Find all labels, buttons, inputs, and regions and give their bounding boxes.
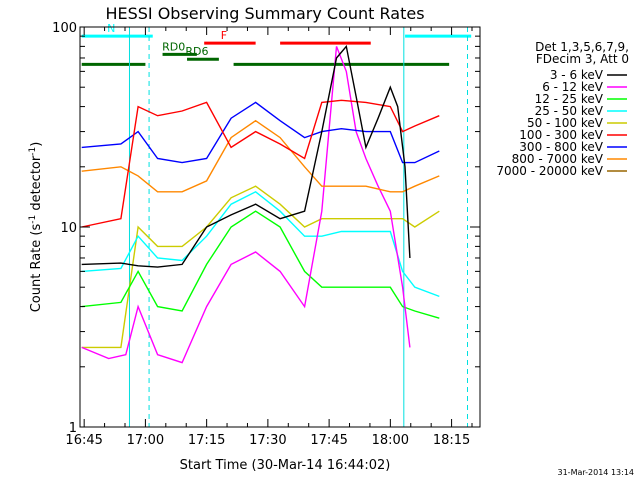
x-tick-label: 17:15 (188, 433, 225, 448)
legend-label-7: 800 - 7000 keV (512, 152, 604, 166)
series-line-4 (81, 185, 440, 349)
x-tick-label: 18:15 (433, 433, 470, 448)
legend-label-5: 100 - 300 keV (519, 128, 603, 142)
series-layer (81, 44, 440, 364)
annotation-layer: N F RD0 RD6 (81, 22, 472, 66)
series-line-1 (81, 46, 411, 364)
x-tick-label: 16:45 (65, 433, 102, 448)
y-axis-label-end: ) (29, 142, 44, 147)
legend-label-2: 12 - 25 keV (535, 92, 604, 106)
x-tick-label: 17:30 (249, 433, 286, 448)
timestamp: 31-Mar-2014 13:14 (558, 468, 635, 477)
y-tick-label: 10 (60, 221, 77, 236)
legend-label-6: 300 - 800 keV (519, 140, 603, 154)
x-tick-label: 17:45 (310, 433, 347, 448)
y-axis-label: Count Rate (s-1 detector-1) (28, 142, 44, 313)
legend-label-1: 6 - 12 keV (542, 80, 604, 94)
series-line-3 (81, 190, 440, 298)
legend-title-1: Det 1,3,5,6,7,9, (535, 40, 629, 54)
legend: Det 1,3,5,6,7,9, FDecim 3, Att 0 3 - 6 k… (496, 40, 629, 178)
series-line-7 (81, 119, 440, 193)
legend-label-0: 3 - 6 keV (550, 68, 604, 82)
annotation-label-0: N (107, 22, 115, 35)
legend-label-3: 25 - 50 keV (535, 104, 604, 118)
y-axis-label-sup2: -1 (28, 147, 38, 156)
legend-label-4: 50 - 100 keV (527, 116, 604, 130)
y-axis-label-sup1: -1 (28, 215, 38, 224)
chart-title: HESSI Observing Summary Count Rates (105, 4, 424, 23)
annotation-label-5: RD6 (185, 45, 208, 58)
vertical-line-layer (128, 27, 469, 427)
y-tick-label: 100 (52, 21, 77, 36)
y-axis-label-main: Count Rate (s (29, 224, 44, 313)
axis-layer: 16:45 17:00 17:15 17:30 17:45 18:00 18:15 1 10 10… (52, 21, 480, 448)
annotation-label-4: RD0 (162, 40, 185, 53)
plot-frame (79, 26, 481, 428)
series-line-0 (81, 44, 411, 268)
x-axis-label: Start Time (30-Mar-14 16:44:02) (180, 458, 391, 473)
y-axis-label-mid: detector (29, 155, 44, 215)
x-tick-label: 18:00 (372, 433, 409, 448)
y-tick-label: 1 (69, 421, 77, 436)
series-line-5 (81, 99, 440, 228)
legend-title-2: FDecim 3, Att 0 (536, 52, 629, 66)
legend-label-8: 7000 - 20000 keV (496, 164, 603, 178)
annotation-label-2: F (221, 29, 227, 42)
x-tick-label: 17:00 (127, 433, 164, 448)
series-line-6 (81, 101, 440, 164)
series-line-2 (81, 210, 440, 319)
